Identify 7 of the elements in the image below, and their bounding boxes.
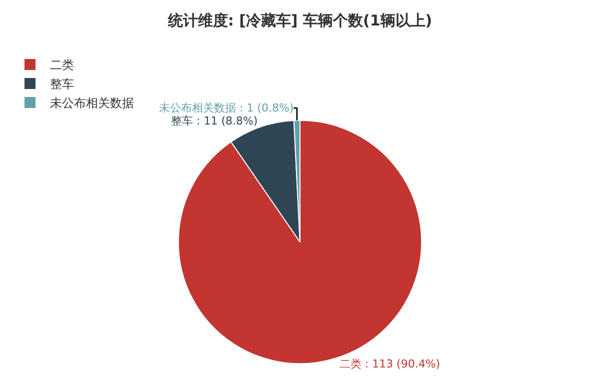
data-label: 未公布相关数据 : 1 (0.8%): [158, 102, 294, 114]
legend-label: 整车: [50, 77, 74, 92]
data-label: 整车 : 11 (8.8%): [170, 114, 258, 128]
chart-title: 统计维度: [冷藏车] 车辆个数(1辆以上): [166, 12, 432, 30]
data-label: 二类 : 113 (90.4%): [339, 358, 440, 371]
legend-label: 二类: [50, 58, 74, 72]
legend-label: 未公布相关数据: [50, 96, 134, 110]
